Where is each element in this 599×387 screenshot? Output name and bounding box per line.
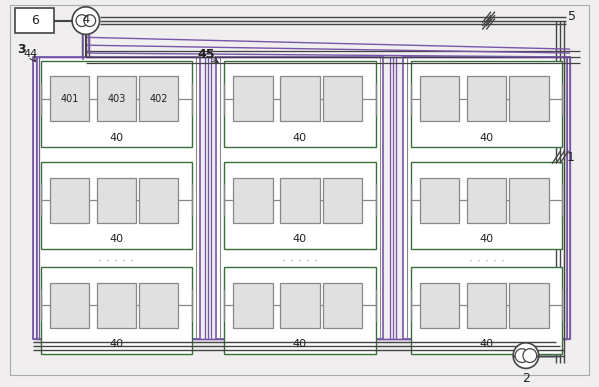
Bar xyxy=(41,267,192,354)
Bar xyxy=(96,283,136,328)
Circle shape xyxy=(72,7,99,34)
Text: 3: 3 xyxy=(18,43,26,56)
Bar xyxy=(280,77,320,122)
Bar xyxy=(225,267,376,354)
Bar xyxy=(280,283,320,328)
Bar xyxy=(33,57,200,339)
Circle shape xyxy=(84,15,96,27)
Text: 1: 1 xyxy=(566,151,574,164)
Bar xyxy=(420,77,459,122)
Text: . . . . .: . . . . . xyxy=(282,252,318,264)
Circle shape xyxy=(76,15,88,27)
Bar xyxy=(467,77,506,122)
Bar xyxy=(509,77,549,122)
Bar xyxy=(50,178,89,223)
Text: 40: 40 xyxy=(293,339,307,349)
Text: 2: 2 xyxy=(522,372,530,385)
Text: 401: 401 xyxy=(60,94,78,104)
Text: 40: 40 xyxy=(109,132,123,142)
Bar xyxy=(225,162,376,248)
Bar xyxy=(323,283,362,328)
Bar xyxy=(139,283,179,328)
Text: 45: 45 xyxy=(198,48,216,60)
Bar xyxy=(41,61,192,147)
Text: 40: 40 xyxy=(480,234,494,244)
Bar xyxy=(96,178,136,223)
Bar xyxy=(96,77,136,122)
Text: 6: 6 xyxy=(31,14,39,27)
Text: 40: 40 xyxy=(109,339,123,349)
Bar xyxy=(50,77,89,122)
Text: 40: 40 xyxy=(109,234,123,244)
Bar xyxy=(234,283,273,328)
Bar xyxy=(225,61,376,147)
Bar xyxy=(420,283,459,328)
Text: 40: 40 xyxy=(480,339,494,349)
Bar xyxy=(420,178,459,223)
Bar xyxy=(139,178,179,223)
Bar xyxy=(467,178,506,223)
Bar xyxy=(323,178,362,223)
Text: . . . . .: . . . . . xyxy=(98,252,134,264)
Text: 44: 44 xyxy=(24,49,38,59)
Bar xyxy=(323,77,362,122)
Bar xyxy=(216,57,383,339)
Bar xyxy=(403,57,570,339)
Bar xyxy=(234,77,273,122)
Bar xyxy=(509,283,549,328)
Text: . . . . .: . . . . . xyxy=(468,252,504,264)
Text: 40: 40 xyxy=(480,132,494,142)
Text: 403: 403 xyxy=(107,94,125,104)
Bar xyxy=(411,267,562,354)
Circle shape xyxy=(515,349,529,363)
Bar xyxy=(467,283,506,328)
Bar xyxy=(234,178,273,223)
Bar xyxy=(50,283,89,328)
Bar xyxy=(411,61,562,147)
Bar xyxy=(15,8,55,33)
Circle shape xyxy=(513,343,539,368)
Text: 402: 402 xyxy=(149,94,168,104)
Text: 40: 40 xyxy=(293,234,307,244)
Bar xyxy=(509,178,549,223)
Text: 40: 40 xyxy=(293,132,307,142)
Text: 5: 5 xyxy=(568,10,576,23)
Bar xyxy=(411,162,562,248)
Text: 4: 4 xyxy=(82,15,89,25)
Bar xyxy=(41,162,192,248)
Bar xyxy=(139,77,179,122)
Circle shape xyxy=(523,349,537,363)
Bar xyxy=(280,178,320,223)
